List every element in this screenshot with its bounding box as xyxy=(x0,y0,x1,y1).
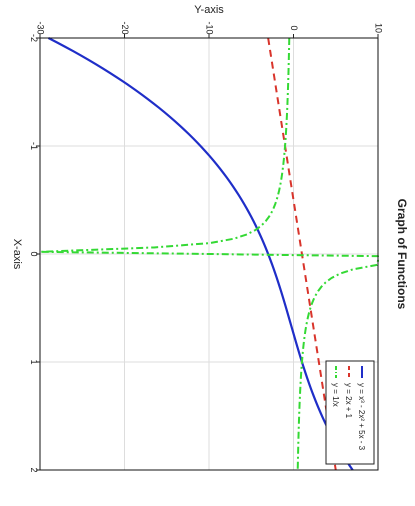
legend: y = x³ - 2x² + 5x - 3 y = 2x + 1 y = 1/x xyxy=(325,360,375,465)
series-line-2 xyxy=(267,37,337,471)
x-tick-label: 0 xyxy=(29,251,39,256)
y-tick-label: -10 xyxy=(205,21,215,34)
legend-label-3: y = 1/x xyxy=(331,383,340,407)
y-tick-label: 10 xyxy=(374,23,384,33)
series-layer xyxy=(39,37,379,471)
x-tick-label: -2 xyxy=(29,34,39,42)
x-tick-label: 1 xyxy=(29,359,39,364)
y-tick-label: -20 xyxy=(120,21,130,34)
y-tick-label: -30 xyxy=(36,21,46,34)
legend-label-1: y = x³ - 2x² + 5x - 3 xyxy=(357,383,366,451)
x-tick-label: -1 xyxy=(29,142,39,150)
x-axis-label: X-axis xyxy=(11,239,23,270)
legend-box xyxy=(325,360,375,465)
series-line-3 xyxy=(39,37,379,471)
x-tick-label: 2 xyxy=(29,467,39,472)
y-axis-label: Y-axis xyxy=(194,4,224,16)
legend-label-2: y = 2x + 1 xyxy=(344,383,353,419)
y-tick-label: 0 xyxy=(289,25,299,30)
chart-title: Graph of Functions xyxy=(395,199,409,310)
